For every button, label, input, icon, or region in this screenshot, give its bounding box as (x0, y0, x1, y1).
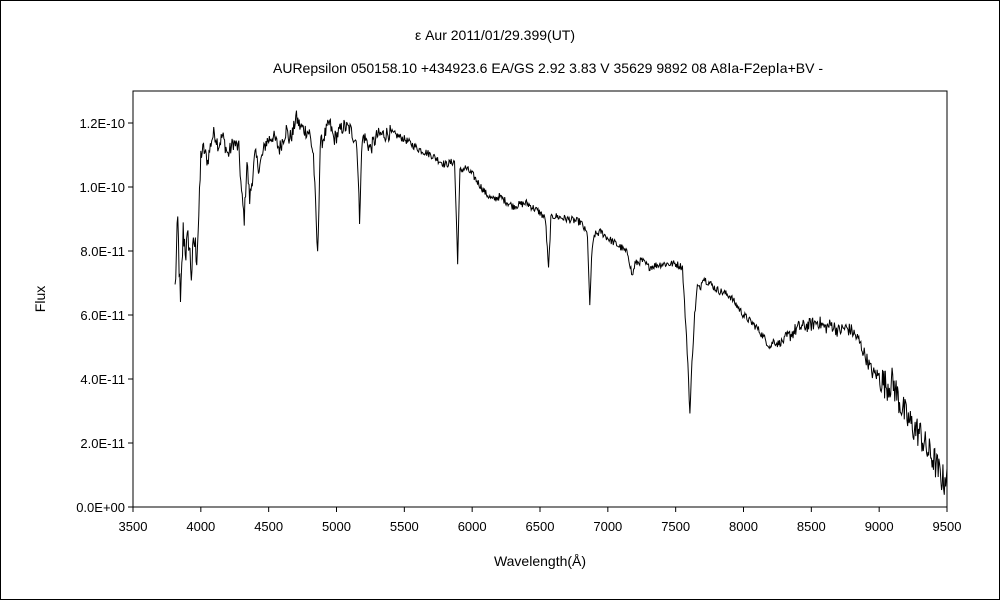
chart-title: ε Aur 2011/01/29.399(UT) (415, 27, 575, 43)
x-tick-label: 9000 (865, 519, 894, 534)
x-tick-label: 6500 (526, 519, 555, 534)
chart-subtitle: AURepsilon 050158.10 +434923.6 EA/GS 2.9… (273, 60, 823, 76)
x-tick-label: 4000 (186, 519, 215, 534)
x-tick-label: 6000 (458, 519, 487, 534)
y-tick-label: 1.0E-10 (79, 180, 125, 195)
x-tick-label: 4500 (254, 519, 283, 534)
x-tick-label: 7000 (593, 519, 622, 534)
y-tick-label: 4.0E-11 (80, 372, 125, 387)
y-tick-label: 0.0E+00 (76, 500, 125, 515)
y-tick-label: 2.0E-11 (80, 436, 125, 451)
x-tick-label: 7500 (661, 519, 690, 534)
x-tick-label: 9500 (933, 519, 962, 534)
x-axis-label: Wavelength(Å) (494, 553, 586, 569)
x-tick-label: 3500 (119, 519, 148, 534)
series-line-flux (174, 110, 948, 495)
x-tick-label: 5000 (322, 519, 351, 534)
y-tick-label: 1.2E-10 (79, 116, 125, 131)
x-axis: 3500 4000 4500 5000 5500 6000 6500 7000 7500 8000… (119, 507, 962, 534)
y-tick-label: 6.0E-11 (80, 308, 125, 323)
x-tick-label: 8500 (797, 519, 826, 534)
y-axis: 0.0E+00 2.0E-11 4.0E-11 6.0E-11 8.0E-11 1.0E-… (76, 116, 133, 515)
plot-area (132, 90, 948, 508)
y-tick-label: 8.0E-11 (80, 244, 125, 259)
y-axis-label: Flux (32, 286, 48, 312)
x-tick-label: 5500 (390, 519, 419, 534)
x-tick-label: 8000 (729, 519, 758, 534)
